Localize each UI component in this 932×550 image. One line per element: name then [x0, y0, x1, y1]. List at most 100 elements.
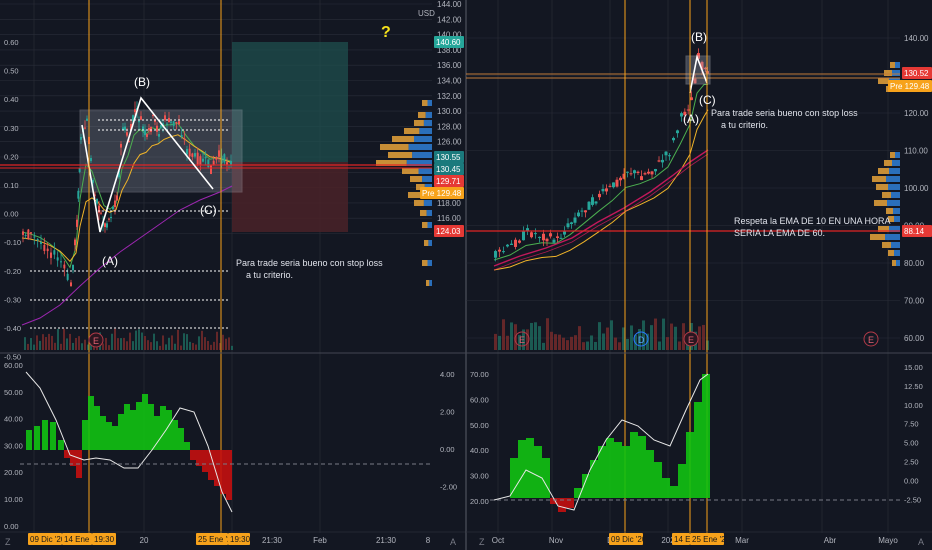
left-annotation-line-1[interactable]: Para trade seria bueno con stop loss	[236, 258, 383, 268]
right-price-tick: 120.00	[904, 109, 929, 118]
right-earnings-marker-3[interactable]	[863, 331, 879, 347]
right-event-markers[interactable]: E D E E	[514, 331, 879, 347]
right-candles	[494, 48, 709, 262]
left-price-tick: 134.00	[437, 77, 462, 86]
left-osc-left-tick: 10.00	[4, 495, 23, 504]
left-time-tag-5-text: 19:30	[230, 535, 251, 544]
right-price-label-ema-text: 88.14	[904, 227, 925, 236]
right-osc-left-tick: 40.00	[470, 446, 489, 455]
right-zoom-icon[interactable]: Z	[479, 537, 485, 547]
right-oscillator	[493, 373, 710, 512]
right-event-tag-4: E	[868, 335, 874, 345]
right-time-label: 202	[661, 536, 675, 545]
zoom-icon[interactable]: Z	[5, 537, 11, 547]
left-time-tag-2: 14 Ene '21	[62, 533, 103, 545]
left-price-tick: 128.00	[437, 122, 462, 131]
left-price-tick: 140.00	[437, 31, 462, 40]
right-price-tick: 80.00	[904, 259, 925, 268]
right-price-label-1: 130.52	[902, 67, 932, 79]
right-abc-wave[interactable]	[689, 54, 708, 94]
left-left-axis[interactable]: 0.60 0.50 0.40 0.30 0.20 0.10 0.00 -0.10 -0.20 -0…	[4, 38, 21, 362]
right-osc-right-tick: -2.50	[904, 495, 921, 504]
left-axis-tick: 0.30	[4, 124, 19, 133]
right-time-tag-3-text: 25 Ene '21	[692, 535, 731, 544]
right-osc-axes[interactable]: 70.00 60.00 50.00 40.00 30.00 20.00 15.00 12.50…	[470, 363, 923, 506]
right-time-tag-1: 09 Dic '20	[609, 533, 647, 545]
right-time-label: Abr	[824, 536, 837, 545]
left-axis-tick: -0.10	[4, 238, 21, 247]
left-time-tag-3: 19:30	[92, 533, 116, 545]
right-time-label: Mar	[735, 536, 749, 545]
right-moving-averages	[493, 83, 709, 271]
right-osc-left-tick: 60.00	[470, 395, 489, 404]
left-price-tick: 130.00	[437, 107, 462, 116]
right-time-tag-2-text: 14 E	[674, 535, 690, 544]
right-osc-right-tick: 0.00	[904, 476, 919, 485]
right-price-tick: 140.00	[904, 34, 929, 43]
left-osc-left-tick: 0.00	[4, 522, 19, 531]
left-time-label: 20	[140, 536, 149, 545]
right-annotation-line-2[interactable]: a tu criterio.	[721, 120, 768, 130]
left-osc-left-tick: 20.00	[4, 468, 23, 477]
right-wave-label-b: (B)	[691, 30, 707, 44]
right-annotation-line-1[interactable]: Para trade seria bueno con stop loss	[711, 108, 858, 118]
left-stop-zone	[232, 162, 348, 232]
left-price-tick: 126.00	[437, 138, 462, 147]
left-osc-axes[interactable]: 60.00 50.00 40.00 30.00 20.00 10.00 0.00 4.00 2.…	[4, 361, 457, 531]
left-question-mark[interactable]: ?	[381, 24, 391, 41]
right-time-tag-3: 25 Ene '21	[690, 533, 731, 545]
right-dividend-marker[interactable]	[633, 331, 649, 347]
left-moving-averages	[21, 122, 233, 326]
left-annotation-line-2[interactable]: a tu criterio.	[246, 270, 293, 280]
right-earnings-marker-2[interactable]	[683, 331, 699, 347]
right-time-label: Mayo	[878, 536, 898, 545]
left-axis-tick: 0.40	[4, 95, 19, 104]
price-label-target: 140.60	[434, 36, 464, 48]
right-price-tick: 60.00	[904, 334, 925, 343]
right-osc-right-tick: 15.00	[904, 363, 923, 372]
right-price-label-ema: 88.14	[902, 225, 932, 237]
right-annotation2-line-1[interactable]: Respeta la EMA DE 10 EN UNA HORA	[734, 216, 891, 226]
right-osc-right-tick: 12.50	[904, 382, 923, 391]
left-time-label: 8	[426, 536, 431, 545]
right-price-tick: 100.00	[904, 184, 929, 193]
right-osc-right-tick: 2.50	[904, 458, 919, 467]
right-price-tick: 110.00	[904, 147, 928, 156]
left-osc-left-tick: 60.00	[4, 361, 23, 370]
left-time-tag-1-text: 09 Dic '20	[30, 535, 66, 544]
right-wave-label-a: (A)	[683, 112, 699, 126]
left-axis-tick: 0.20	[4, 152, 19, 161]
right-price-label-1-text: 130.52	[904, 69, 929, 78]
right-annotation2-line-2[interactable]: SERIA LA EMA DE 60.	[734, 228, 825, 238]
left-currency-label: USD	[418, 9, 435, 18]
left-volume-profile	[376, 100, 432, 286]
right-wave-label-c: (C)	[699, 93, 716, 107]
right-osc-left-tick: 70.00	[470, 370, 489, 379]
left-abc-wave[interactable]	[81, 96, 214, 233]
right-earnings-marker-1[interactable]	[514, 331, 530, 347]
left-price-labels: 140.60 130.55 130.45 129.71 Pre 129.48 124.03	[420, 36, 464, 237]
left-price-tick: 142.00	[437, 15, 462, 24]
price-label-pre: Pre 129.48	[420, 187, 464, 199]
left-time-tag-2-text: 14 Ene '21	[64, 535, 103, 544]
right-osc-right-tick: 7.50	[904, 420, 919, 429]
right-price-label-pre: Pre 129.48	[888, 80, 932, 92]
price-label-3: 129.71	[434, 175, 464, 187]
left-time-tag-4: 25 Ene '21	[196, 533, 237, 545]
right-time-tag-1-text: 09 Dic '20	[611, 535, 647, 544]
left-axis-tick: -0.50	[4, 353, 21, 362]
right-auto-scale-icon[interactable]: A	[918, 537, 924, 547]
left-axis-tick: -0.30	[4, 295, 21, 304]
left-wave-label-b: (B)	[134, 75, 150, 89]
left-osc-right-tick: 0.00	[440, 445, 455, 454]
left-axis-tick: -0.40	[4, 324, 21, 333]
left-earnings-marker[interactable]	[88, 332, 104, 348]
left-time-tag-4-text: 25 Ene '21	[198, 535, 237, 544]
left-earnings-tag: E	[93, 336, 99, 346]
right-osc-right-tick: 10.00	[904, 401, 923, 410]
right-event-tag-3: E	[688, 335, 694, 345]
auto-scale-icon[interactable]: A	[450, 537, 456, 547]
left-time-label: 21:30	[262, 536, 283, 545]
